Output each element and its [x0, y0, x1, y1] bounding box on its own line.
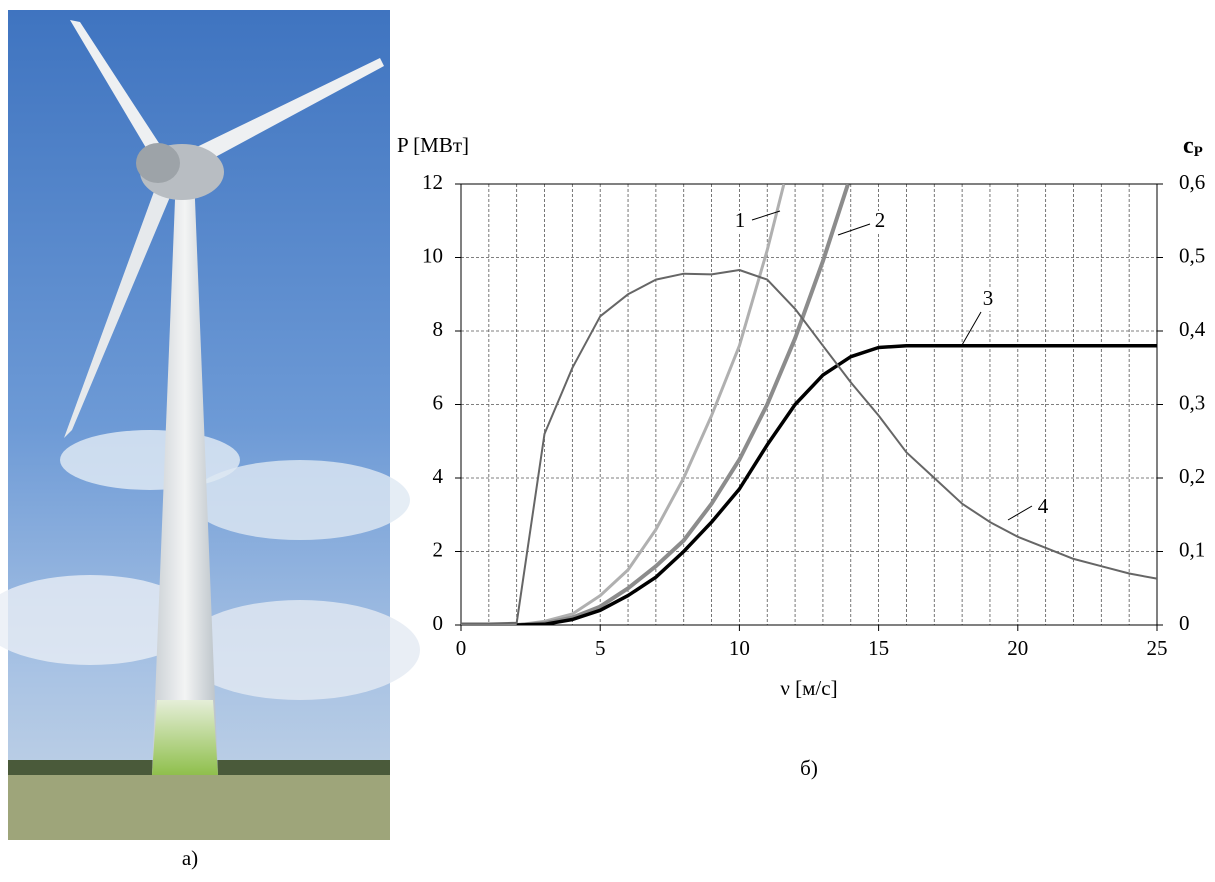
legend-label: 3	[983, 286, 994, 310]
y2-label-main: c	[1183, 133, 1194, 159]
y-tick-label: 6	[433, 390, 444, 414]
x-tick-label: 0	[456, 636, 467, 660]
leader-line	[751, 210, 781, 221]
legend-label-bg	[1035, 497, 1051, 519]
y2-tick-label: 0,5	[1179, 243, 1205, 267]
y-tick-label: 4	[433, 464, 444, 488]
series-line	[516, 343, 1157, 625]
y2-axis-label: cP	[1183, 133, 1203, 161]
legend-label-bg	[872, 211, 888, 233]
chart-caption: б)	[800, 756, 818, 780]
y-axis-label: P [МВт]	[397, 133, 469, 157]
y2-tick-label: 0	[1179, 611, 1190, 635]
series-line	[461, 269, 1157, 625]
y-tick-label: 0	[433, 611, 444, 635]
y2-tick-label: 0,4	[1179, 317, 1206, 341]
legend-label-bg	[732, 211, 748, 233]
y2-tick-label: 0,1	[1179, 537, 1205, 561]
legend-label: 1	[735, 208, 746, 232]
turbine-photo	[0, 10, 420, 840]
x-axis-label: ν [м/с]	[780, 676, 837, 700]
series-line	[461, 184, 786, 625]
y2-label-sub: P	[1194, 144, 1203, 160]
y-tick-label: 2	[433, 537, 444, 561]
x-tick-label: 25	[1147, 636, 1168, 660]
series-line	[461, 184, 850, 625]
legend-label: 2	[875, 208, 886, 232]
y-tick-label: 10	[422, 243, 443, 267]
plot-frame	[460, 183, 1158, 626]
photo-caption: а)	[182, 846, 198, 870]
leader-line	[961, 311, 982, 346]
x-tick-label: 20	[1007, 636, 1028, 660]
y-tick-label: 8	[433, 317, 444, 341]
y-tick-label: 12	[422, 170, 443, 194]
y2-tick-label: 0,6	[1179, 170, 1205, 194]
plot-area	[461, 184, 1157, 625]
x-tick-label: 10	[729, 636, 750, 660]
y2-tick-label: 0,3	[1179, 390, 1205, 414]
leader-line	[1007, 505, 1033, 521]
legend-label-bg	[980, 289, 996, 311]
leader-line	[837, 223, 871, 236]
x-tick-label: 15	[868, 636, 889, 660]
y2-tick-label: 0,2	[1179, 464, 1205, 488]
x-tick-label: 5	[595, 636, 606, 660]
legend-label: 4	[1038, 494, 1049, 518]
